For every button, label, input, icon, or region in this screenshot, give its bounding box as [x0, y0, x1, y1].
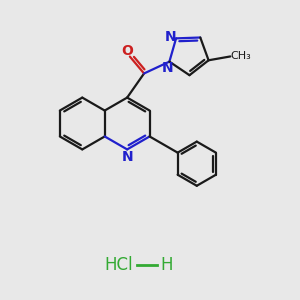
Text: H: H [160, 256, 172, 274]
Text: N: N [162, 61, 174, 75]
Text: N: N [164, 30, 176, 44]
Text: CH₃: CH₃ [230, 51, 251, 61]
Text: HCl: HCl [105, 256, 134, 274]
Text: O: O [121, 44, 133, 58]
Text: N: N [121, 150, 133, 164]
